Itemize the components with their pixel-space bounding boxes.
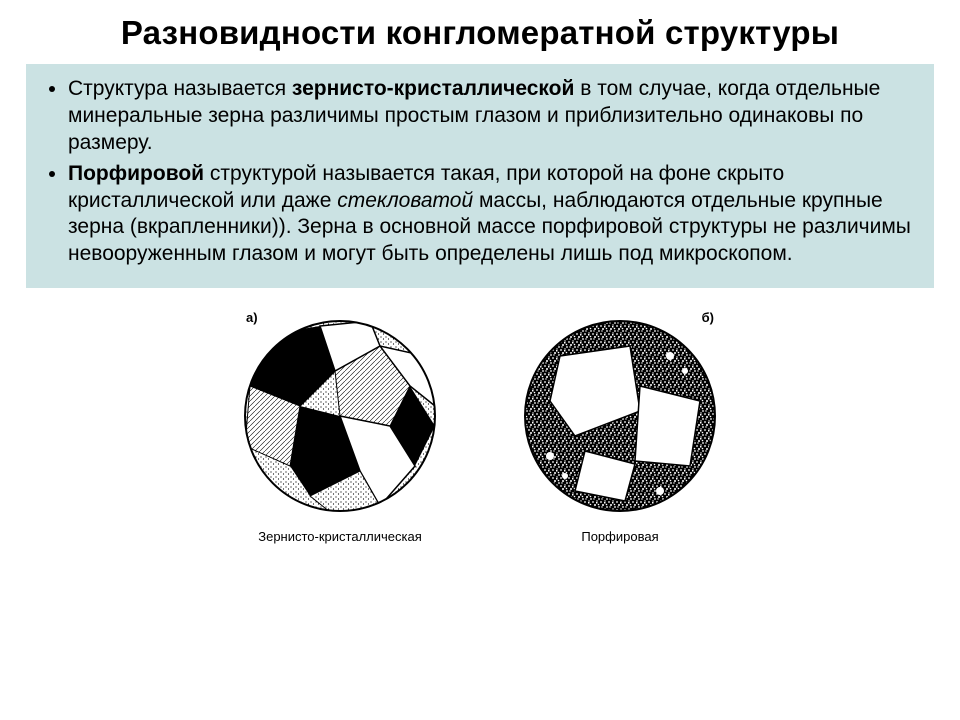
figure-b: б) xyxy=(520,316,720,544)
bullet-2-italic: стекловатой xyxy=(337,189,473,212)
slide-title: Разновидности конгломератной структуры xyxy=(0,0,960,60)
figure-row: а) xyxy=(0,316,960,544)
bullet-1-bold: зернисто-кристаллической xyxy=(292,77,575,100)
bullet-list: Структура называется зернисто-кристаллич… xyxy=(54,76,916,268)
text-panel: Структура называется зернисто-кристаллич… xyxy=(26,64,934,288)
figure-a-image xyxy=(240,316,440,521)
bullet-2: Порфировой структурой называется такая, … xyxy=(68,161,916,269)
bullet-2-bold: Порфировой xyxy=(68,162,204,185)
bullet-1: Структура называется зернисто-кристаллич… xyxy=(68,76,916,157)
slide: Разновидности конгломератной структуры С… xyxy=(0,0,960,720)
bullet-1-text-a: Структура называется xyxy=(68,77,292,100)
figure-b-image xyxy=(520,316,720,521)
figure-a-caption: Зернисто-кристаллическая xyxy=(258,529,422,544)
figure-a: а) xyxy=(240,316,440,544)
figure-b-caption: Порфировая xyxy=(581,529,658,544)
